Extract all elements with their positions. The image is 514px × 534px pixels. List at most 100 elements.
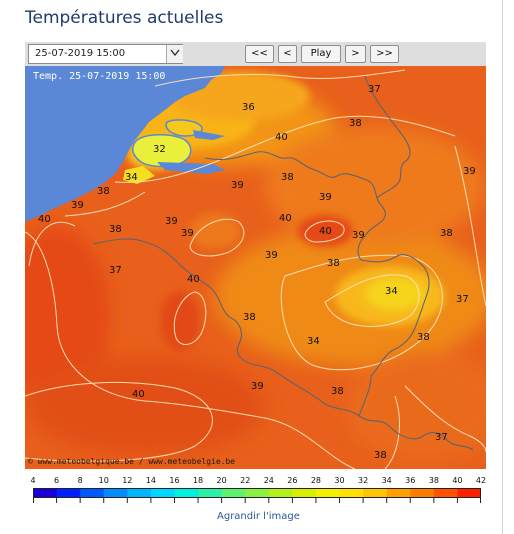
estuary-channel xyxy=(193,130,225,140)
color-scale-segment xyxy=(457,488,481,498)
isotherm-label: 39 xyxy=(251,381,264,392)
color-scale-tick-label: 26 xyxy=(287,476,298,485)
color-scale-tick-label: 4 xyxy=(30,476,36,485)
isotherm-label: 38 xyxy=(281,172,294,183)
color-scale-tick-label: 16 xyxy=(169,476,180,485)
isotherm-label: 36 xyxy=(242,102,255,113)
country-borders xyxy=(92,75,474,451)
isotherm-label: 40 xyxy=(279,213,292,224)
color-scale-segment xyxy=(150,488,175,498)
isotherm-label: 39 xyxy=(71,200,84,211)
color-scale-tick-label: 8 xyxy=(77,476,83,485)
color-scale-tick-label: 22 xyxy=(240,476,251,485)
color-scale-tick-label: 10 xyxy=(98,476,109,485)
color-scale-segment xyxy=(363,488,388,498)
isotherm-label: 37 xyxy=(368,84,381,95)
color-scale-tick-label: 38 xyxy=(428,476,439,485)
isotherm-label: 34 xyxy=(307,336,320,347)
color-scale-segment xyxy=(198,488,223,498)
color-scale-tick-label: 40 xyxy=(452,476,463,485)
color-scale-tick-label: 20 xyxy=(216,476,227,485)
map-credit: © www.meteobelgique.be / www.meteobelgie… xyxy=(28,457,236,466)
isotherm-label: 38 xyxy=(374,450,387,461)
isotherm-value-labels: 37 36 38 40 32 34 39 38 39 38 39 39 40 3… xyxy=(38,84,476,461)
color-scale-segment xyxy=(127,488,152,498)
isotherm-label: 38 xyxy=(97,186,110,197)
widget-frame xyxy=(502,0,503,534)
time-select-value: 25-07-2019 15:00 xyxy=(35,48,126,59)
first-frame-button[interactable]: << xyxy=(245,45,274,63)
isotherm-label: 39 xyxy=(265,250,278,261)
color-scale-ticks xyxy=(33,498,481,503)
color-scale-segment xyxy=(315,488,341,498)
isotherm-label: 39 xyxy=(319,192,332,203)
isotherm-label: 38 xyxy=(417,332,430,343)
isotherm-label: 38 xyxy=(349,118,362,129)
color-scale-segment xyxy=(221,488,246,498)
isotherm-label: 37 xyxy=(109,265,122,276)
chevron-down-icon[interactable] xyxy=(166,45,183,63)
color-scale-tick-label: 6 xyxy=(54,476,60,485)
map-timestamp-label: Temp. 25-07-2019 15:00 xyxy=(33,71,166,82)
island-walcheren xyxy=(131,134,192,168)
animation-controls: 25-07-2019 15:00 << < Play > >> xyxy=(25,42,486,66)
color-scale-border xyxy=(33,488,481,498)
isotherm-label: 38 xyxy=(440,228,453,239)
isotherm-label: 40 xyxy=(187,274,200,285)
last-frame-button[interactable]: >> xyxy=(370,45,399,63)
isotherm-label: 34 xyxy=(385,286,398,297)
color-scale-tick-label: 18 xyxy=(192,476,204,485)
color-scale-segment xyxy=(410,488,435,498)
color-scale-segment xyxy=(433,488,458,498)
isotherm-label: 38 xyxy=(109,224,122,235)
color-scale-tick-label: 32 xyxy=(358,476,369,485)
color-scale-segment xyxy=(339,488,364,498)
temperature-map-graphic: 37 36 38 40 32 34 39 38 39 38 39 39 40 3… xyxy=(25,66,486,469)
color-scale-tick-label: 24 xyxy=(263,476,274,485)
isotherm-label: 40 xyxy=(319,226,332,237)
isotherm-label: 39 xyxy=(181,228,194,239)
isotherm-label: 38 xyxy=(243,312,256,323)
isotherm-label: 39 xyxy=(165,216,178,227)
isotherm-label: 38 xyxy=(327,258,340,269)
color-scale-segment xyxy=(33,488,58,498)
color-scale-segment xyxy=(268,488,293,498)
sea xyxy=(25,66,225,222)
isotherm-label: 39 xyxy=(352,230,365,241)
color-scale-segment xyxy=(292,488,317,498)
enlarge-image-link[interactable]: Agrandir l'image xyxy=(217,511,300,522)
color-scale-tick-label: 28 xyxy=(310,476,322,485)
color-scale-segment xyxy=(174,488,199,498)
color-scale-tick-label: 42 xyxy=(475,476,487,485)
isotherm-label: 39 xyxy=(231,180,244,191)
color-scale-tick-label: 34 xyxy=(381,476,392,485)
play-button[interactable]: Play xyxy=(301,45,341,63)
color-scale-segment xyxy=(80,488,105,498)
page-title: Températures actuelles xyxy=(25,8,224,28)
color-scale-labels: 4 6 8 10 12 14 16 18 20 22 24 26 28 30 32 34 36 38 40 42 xyxy=(25,476,486,488)
temperature-map[interactable]: 37 36 38 40 32 34 39 38 39 38 39 39 40 3… xyxy=(25,66,486,469)
next-frame-button[interactable]: > xyxy=(345,45,366,63)
color-scale-tick-label: 36 xyxy=(405,476,416,485)
color-scale-segment xyxy=(103,488,128,498)
isotherm-label: 37 xyxy=(456,294,469,305)
time-select[interactable]: 25-07-2019 15:00 xyxy=(28,44,183,64)
isotherm-label: 40 xyxy=(38,214,51,225)
isotherms xyxy=(25,69,486,469)
isotherm-label: 38 xyxy=(331,386,344,397)
isotherm-label: 37 xyxy=(435,432,448,443)
coast-strip xyxy=(123,166,155,184)
isotherm-label: 40 xyxy=(275,132,288,143)
color-scale-segment xyxy=(386,488,411,498)
prev-frame-button[interactable]: < xyxy=(278,45,297,63)
isotherm-label: 34 xyxy=(125,172,138,183)
isotherm-label: 32 xyxy=(153,144,166,155)
color-scale-segment xyxy=(56,488,81,498)
isotherm-label: 39 xyxy=(463,166,476,177)
color-scale-bar xyxy=(33,488,481,498)
color-scale-tick-label: 30 xyxy=(334,476,345,485)
isotherm-label: 40 xyxy=(132,389,145,400)
color-scale-segment xyxy=(245,488,270,498)
color-scale-tick-label: 12 xyxy=(122,476,133,485)
color-scale-tick-label: 14 xyxy=(145,476,156,485)
